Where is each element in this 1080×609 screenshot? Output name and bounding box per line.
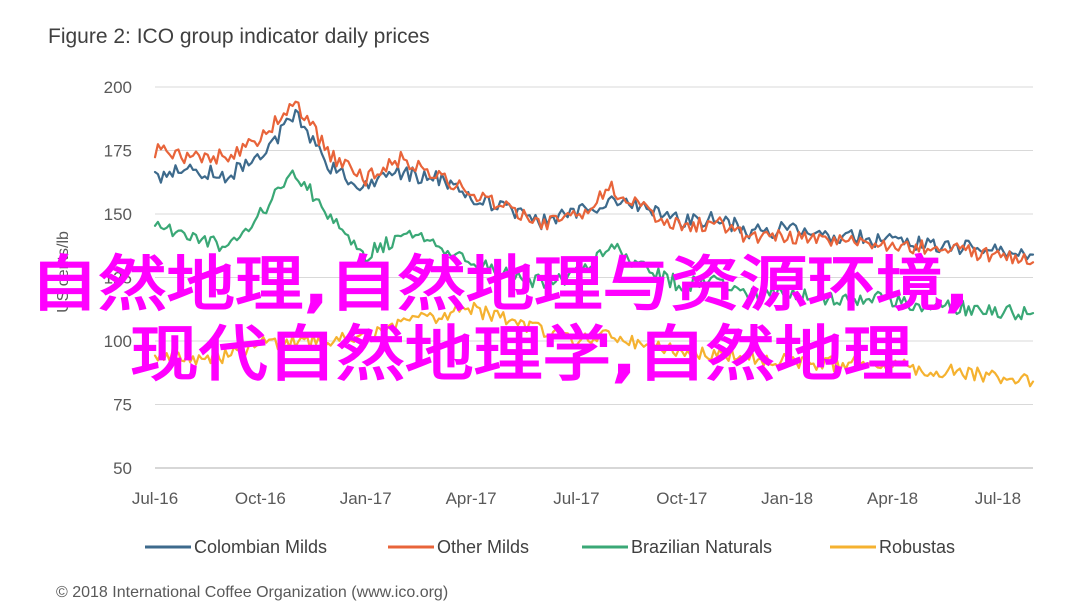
- y-tick-labels: 50 75 100 125 150 175 200: [104, 78, 132, 478]
- y-tick-label: 50: [113, 459, 132, 478]
- x-tick-label: Oct-17: [656, 489, 707, 508]
- y-tick-label: 125: [104, 269, 132, 288]
- y-tick-label: 150: [104, 205, 132, 224]
- legend-label: Colombian Milds: [194, 537, 327, 557]
- x-tick-label: Jul-17: [553, 489, 599, 508]
- overlay-line-1: 自然地理,自然地理与资源环境,: [30, 250, 970, 320]
- y-tick-label: 175: [104, 142, 132, 161]
- series-line-robustas: [153, 301, 1035, 388]
- x-tick-label: Oct-16: [235, 489, 286, 508]
- legend-label: Brazilian Naturals: [631, 537, 772, 557]
- series-line-colombian-milds: [153, 108, 1035, 261]
- legend: Colombian Milds Other Milds Brazilian Natu…: [145, 537, 955, 557]
- x-tick-label: Apr-18: [867, 489, 918, 508]
- y-tick-label: 100: [104, 332, 132, 351]
- gridlines: [155, 86, 1033, 469]
- watermark-overlay: 自然地理,自然地理与资源环境, 现代自然地理学,自然地理: [30, 250, 970, 390]
- y-axis-label: US cents/lb: [55, 231, 72, 313]
- chart-title: Figure 2: ICO group indicator daily pric…: [48, 25, 430, 48]
- x-tick-label: Jan-17: [340, 489, 392, 508]
- x-tick-label: Jan-18: [761, 489, 813, 508]
- y-tick-label: 75: [113, 396, 132, 415]
- overlay-line-2: 现代自然地理学,自然地理: [130, 320, 912, 390]
- copyright-footer: © 2018 International Coffee Organization…: [56, 584, 448, 601]
- x-tick-label: Jul-16: [132, 489, 178, 508]
- series-line-other-milds: [153, 100, 1035, 266]
- series-line-brazilian-naturals: [153, 169, 1035, 321]
- x-tick-label: Jul-18: [975, 489, 1021, 508]
- y-tick-label: 200: [104, 78, 132, 97]
- x-tick-label: Apr-17: [446, 489, 497, 508]
- series-lines: [153, 100, 1035, 388]
- legend-label: Other Milds: [437, 537, 529, 557]
- x-tick-labels: Jul-16 Oct-16 Jan-17 Apr-17 Jul-17 Oct-17 Jan-…: [132, 489, 1021, 508]
- legend-label: Robustas: [879, 537, 955, 557]
